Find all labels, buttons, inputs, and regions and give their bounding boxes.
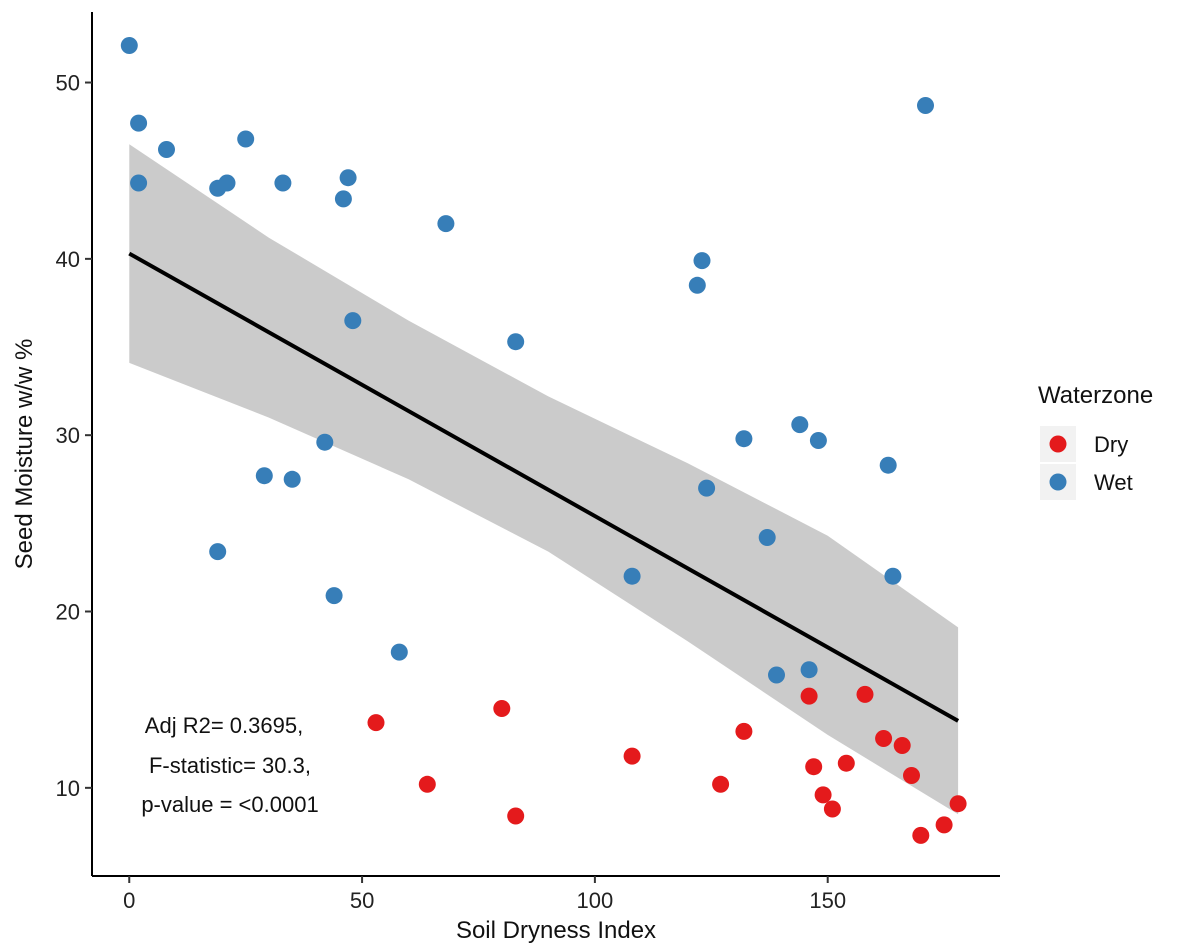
point-dry [800,687,818,705]
point-wet [623,567,641,585]
point-wet [693,252,711,270]
y-tick-label: 40 [56,247,80,272]
axes-layer: 0 50 100 150 10 20 30 40 50 [56,12,1000,913]
regression-line-layer [128,251,960,723]
point-dry [935,816,953,834]
point-wet [325,587,343,605]
confidence-band-layer [129,144,959,815]
point-dry [912,826,930,844]
legend-swatch-dry [1049,435,1067,453]
point-dry [805,758,823,776]
stats-annotation: Adj R2= 0.3695, F-statistic= 30.3, p-value… [141,713,318,817]
points-layer [120,37,967,844]
point-wet [316,433,334,451]
point-dry [507,807,525,825]
point-wet [344,312,362,330]
x-tick-label: 150 [809,888,846,913]
point-wet [437,215,455,233]
point-wet [735,430,753,448]
x-axis-title: Soil Dryness Index [456,917,656,944]
point-dry [418,775,436,793]
point-wet [209,543,227,561]
point-dry [735,722,753,740]
stats-line: Adj R2= 0.3695, [145,713,303,738]
point-dry [712,775,730,793]
point-dry [493,700,511,717]
point-dry [875,730,893,747]
x-tick-label: 50 [350,888,374,913]
point-wet [255,467,273,485]
point-wet [698,479,716,497]
legend-label-wet: Wet [1094,470,1133,495]
point-wet [339,169,357,187]
x-tick-label: 0 [123,888,135,913]
point-wet [390,643,408,661]
y-tick-label: 10 [56,776,80,801]
point-dry [814,786,832,804]
stats-line: p-value = <0.0001 [141,792,318,817]
point-dry [623,747,641,765]
y-tick-label: 50 [56,71,80,96]
y-axis-title: Seed Moisture w/w % [11,339,38,570]
point-dry [837,754,855,772]
point-wet [507,333,525,351]
point-dry [949,795,967,813]
point-wet [884,567,902,585]
point-dry [893,737,911,754]
y-tick-label: 20 [56,600,80,625]
point-wet [334,190,352,208]
point-wet [809,432,827,449]
point-wet [130,174,148,192]
point-wet [917,97,934,114]
point-dry [856,685,874,703]
point-wet [158,141,175,158]
point-dry [903,767,920,784]
legend-swatch-wet [1049,473,1067,491]
point-wet [758,529,776,546]
point-wet [800,661,818,679]
point-wet [218,174,236,192]
legend-title: Waterzone [1038,382,1153,409]
point-wet [283,470,301,488]
y-tick-label: 30 [56,423,80,448]
point-wet [274,174,292,192]
point-wet [768,666,785,684]
regression-line [128,251,960,723]
legend-label-dry: Dry [1094,432,1128,457]
point-wet [879,456,897,474]
x-tick-label: 100 [577,888,614,913]
legend: Waterzone Dry Wet [1038,382,1153,500]
point-wet [130,114,148,132]
point-wet [120,37,138,54]
point-dry [823,800,841,818]
point-wet [237,130,255,148]
stats-line: F-statistic= 30.3, [149,753,311,778]
point-wet [688,276,706,294]
confidence-band [129,144,959,815]
point-dry [367,714,385,732]
point-wet [791,416,809,434]
